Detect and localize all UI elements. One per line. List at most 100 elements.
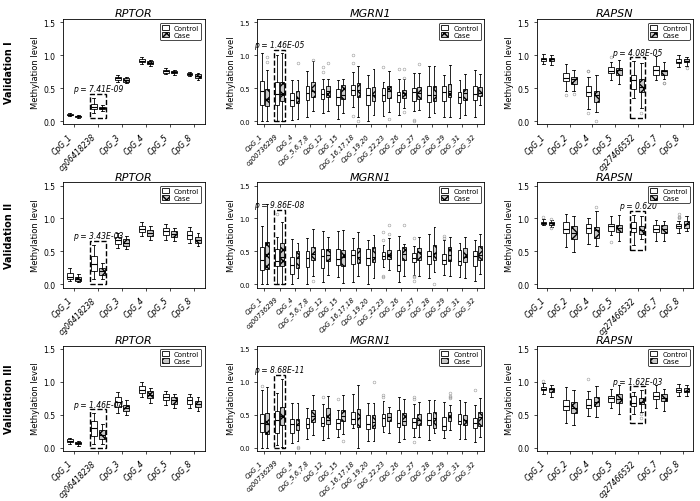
Y-axis label: Methylation level: Methylation level bbox=[32, 37, 41, 109]
PathPatch shape bbox=[351, 250, 355, 265]
PathPatch shape bbox=[306, 87, 309, 101]
PathPatch shape bbox=[639, 226, 644, 234]
PathPatch shape bbox=[382, 253, 385, 260]
PathPatch shape bbox=[67, 114, 73, 116]
PathPatch shape bbox=[76, 116, 81, 118]
PathPatch shape bbox=[366, 249, 370, 266]
PathPatch shape bbox=[676, 60, 681, 64]
PathPatch shape bbox=[321, 417, 324, 426]
Legend: Control, Case: Control, Case bbox=[439, 186, 481, 204]
PathPatch shape bbox=[123, 240, 129, 246]
Legend: Control, Case: Control, Case bbox=[648, 24, 690, 41]
Title: MGRN1: MGRN1 bbox=[350, 10, 392, 19]
Bar bbox=[630, 58, 645, 119]
Text: p = 1.62E-03: p = 1.62E-03 bbox=[612, 377, 663, 386]
PathPatch shape bbox=[417, 248, 421, 261]
PathPatch shape bbox=[115, 237, 120, 245]
Text: p = 1.46E-04: p = 1.46E-04 bbox=[73, 400, 123, 409]
PathPatch shape bbox=[387, 86, 391, 99]
PathPatch shape bbox=[397, 250, 400, 272]
PathPatch shape bbox=[91, 421, 97, 436]
Legend: Control, Case: Control, Case bbox=[160, 24, 202, 41]
Bar bbox=[274, 375, 285, 447]
PathPatch shape bbox=[187, 74, 192, 76]
PathPatch shape bbox=[676, 388, 681, 392]
PathPatch shape bbox=[540, 59, 546, 62]
PathPatch shape bbox=[549, 388, 554, 392]
PathPatch shape bbox=[290, 419, 294, 433]
PathPatch shape bbox=[281, 407, 284, 426]
PathPatch shape bbox=[586, 87, 592, 97]
PathPatch shape bbox=[172, 232, 177, 238]
PathPatch shape bbox=[653, 392, 659, 400]
Bar bbox=[630, 212, 645, 250]
PathPatch shape bbox=[549, 223, 554, 225]
Bar bbox=[630, 387, 645, 423]
PathPatch shape bbox=[351, 85, 355, 96]
Legend: Control, Case: Control, Case bbox=[160, 186, 202, 204]
PathPatch shape bbox=[336, 249, 340, 265]
PathPatch shape bbox=[76, 442, 81, 444]
PathPatch shape bbox=[342, 410, 345, 421]
PathPatch shape bbox=[586, 400, 592, 408]
Text: p = 9.86E-08: p = 9.86E-08 bbox=[254, 201, 304, 210]
Text: p = 1.46E-05: p = 1.46E-05 bbox=[254, 41, 304, 50]
Text: p = 8.68E-11: p = 8.68E-11 bbox=[254, 365, 304, 374]
PathPatch shape bbox=[412, 418, 416, 428]
PathPatch shape bbox=[382, 89, 385, 102]
Title: RAPSN: RAPSN bbox=[596, 172, 634, 182]
PathPatch shape bbox=[417, 414, 421, 425]
Y-axis label: Methylation level: Methylation level bbox=[228, 199, 237, 272]
PathPatch shape bbox=[172, 72, 177, 74]
PathPatch shape bbox=[195, 75, 201, 79]
PathPatch shape bbox=[260, 82, 264, 105]
Bar bbox=[90, 409, 106, 447]
PathPatch shape bbox=[631, 222, 636, 232]
PathPatch shape bbox=[458, 250, 461, 266]
Title: RPTOR: RPTOR bbox=[115, 172, 153, 182]
PathPatch shape bbox=[463, 416, 467, 425]
PathPatch shape bbox=[372, 415, 375, 428]
PathPatch shape bbox=[478, 247, 482, 260]
PathPatch shape bbox=[372, 247, 375, 262]
Text: p = 7.41E-09: p = 7.41E-09 bbox=[73, 85, 123, 94]
PathPatch shape bbox=[433, 87, 436, 102]
PathPatch shape bbox=[163, 228, 169, 236]
PathPatch shape bbox=[564, 223, 568, 233]
PathPatch shape bbox=[163, 71, 169, 74]
PathPatch shape bbox=[306, 252, 309, 267]
PathPatch shape bbox=[397, 93, 400, 103]
PathPatch shape bbox=[295, 252, 300, 268]
Y-axis label: Methylation level: Methylation level bbox=[228, 37, 237, 109]
PathPatch shape bbox=[123, 79, 129, 83]
PathPatch shape bbox=[275, 250, 279, 267]
Y-axis label: Methylation level: Methylation level bbox=[32, 199, 41, 272]
PathPatch shape bbox=[366, 415, 370, 429]
PathPatch shape bbox=[91, 257, 97, 272]
PathPatch shape bbox=[336, 90, 340, 105]
Bar bbox=[274, 51, 285, 122]
PathPatch shape bbox=[195, 237, 201, 243]
PathPatch shape bbox=[99, 107, 105, 110]
Legend: Control, Case: Control, Case bbox=[160, 349, 202, 367]
PathPatch shape bbox=[147, 392, 153, 398]
PathPatch shape bbox=[448, 412, 452, 421]
PathPatch shape bbox=[478, 412, 482, 426]
Y-axis label: Methylation level: Methylation level bbox=[505, 362, 514, 434]
Bar bbox=[90, 241, 106, 285]
PathPatch shape bbox=[356, 248, 360, 263]
PathPatch shape bbox=[326, 249, 330, 261]
PathPatch shape bbox=[99, 430, 105, 439]
PathPatch shape bbox=[549, 59, 554, 62]
PathPatch shape bbox=[397, 411, 400, 427]
PathPatch shape bbox=[290, 258, 294, 274]
PathPatch shape bbox=[442, 86, 446, 102]
PathPatch shape bbox=[321, 250, 324, 268]
PathPatch shape bbox=[99, 269, 105, 275]
PathPatch shape bbox=[458, 92, 461, 104]
PathPatch shape bbox=[321, 89, 324, 100]
PathPatch shape bbox=[306, 418, 309, 428]
PathPatch shape bbox=[594, 92, 599, 103]
PathPatch shape bbox=[427, 86, 431, 103]
PathPatch shape bbox=[351, 412, 355, 424]
